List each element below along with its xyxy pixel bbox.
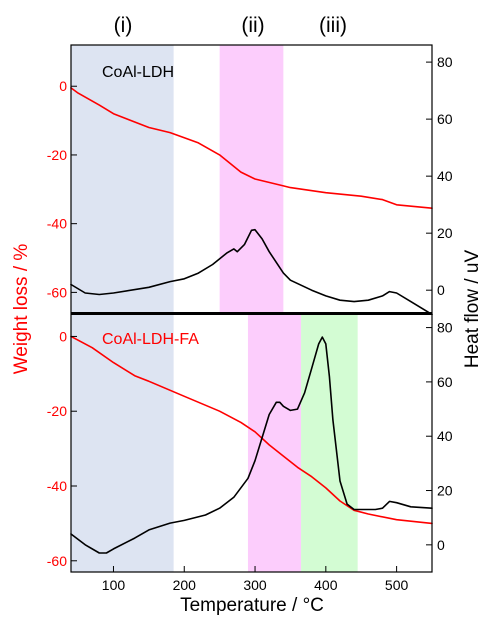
top-right-tick-label: 80 — [437, 54, 453, 70]
top-left-tick-label: -20 — [47, 147, 67, 163]
bottom-left-tick-label: 0 — [59, 328, 67, 344]
data-curves — [70, 87, 433, 554]
x-tick-label: 500 — [385, 577, 409, 593]
top-right-tick-label: 20 — [437, 225, 453, 241]
x-tick-label: 400 — [314, 577, 338, 593]
top-right-tick-label: 60 — [437, 111, 453, 127]
bottom-region-1 — [71, 314, 174, 572]
highlight-regions — [71, 45, 358, 572]
bottom-right-tick-label: 20 — [437, 483, 453, 499]
top-left-tick-label: -60 — [47, 284, 67, 300]
bottom-right-tick-label: 60 — [437, 374, 453, 390]
bottom-region-3 — [301, 314, 358, 572]
top-left-tick-label: -40 — [47, 216, 67, 232]
x-tick-label: 300 — [243, 577, 267, 593]
top-left-tick-label: 0 — [59, 78, 67, 94]
x-tick-label: 200 — [173, 577, 197, 593]
bottom-heat-flow-curve — [70, 336, 433, 554]
plot-frame — [70, 44, 433, 573]
panel-label-bottom: CoAl-LDH-FA — [102, 331, 199, 348]
bottom-left-tick-label: -20 — [47, 403, 67, 419]
bottom-region-2 — [247, 314, 302, 572]
bottom-right-tick-label: 80 — [437, 320, 453, 336]
x-tick-label: 100 — [102, 577, 126, 593]
bottom-right-tick-label: 0 — [437, 537, 445, 553]
y-axis-title-left: Weight loss / % — [11, 244, 32, 375]
top-heat-flow-curve — [70, 228, 433, 316]
axis-ticks: 0 -20 -40 -60 0 20 40 60 80 0 -20 -40 -60 0 20 40 60 80 10… — [47, 54, 453, 593]
top-region-1 — [71, 45, 174, 313]
panel-label-top: CoAl-LDH — [102, 64, 174, 81]
region-label-ii: (ii) — [241, 14, 264, 37]
top-weight-loss-curve — [70, 87, 433, 209]
region-label-iii: (iii) — [319, 14, 347, 37]
bottom-left-tick-label: -40 — [47, 478, 67, 494]
x-axis-title: Temperature / °C — [180, 595, 324, 616]
bottom-right-tick-label: 40 — [437, 428, 453, 444]
top-right-tick-label: 40 — [437, 168, 453, 184]
bottom-left-tick-label: -60 — [47, 553, 67, 569]
y-axis-title-right: Heat flow / uV — [462, 250, 483, 369]
top-region-2 — [219, 45, 284, 313]
region-label-i: (i) — [114, 14, 133, 37]
top-right-tick-label: 0 — [437, 282, 445, 298]
